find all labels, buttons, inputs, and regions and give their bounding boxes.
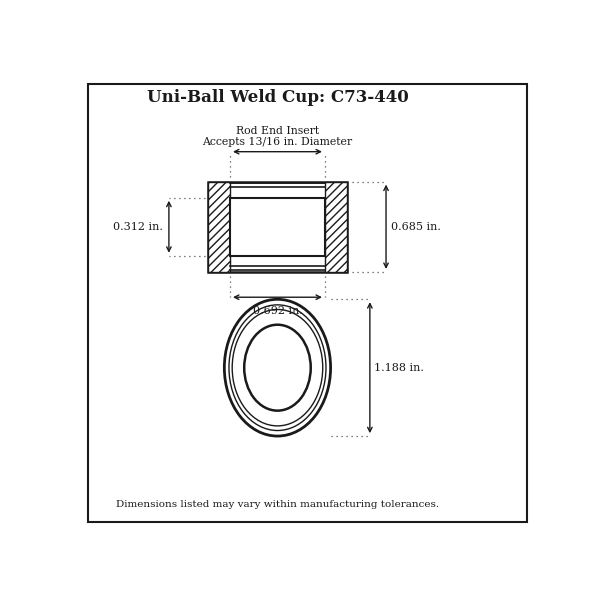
Text: Uni-Ball Weld Cup: C73-440: Uni-Ball Weld Cup: C73-440: [146, 89, 409, 106]
Text: 0.312 in.: 0.312 in.: [113, 222, 163, 232]
Text: 1.188 in.: 1.188 in.: [374, 362, 424, 373]
Text: Rod End Insert: Rod End Insert: [236, 126, 319, 136]
Text: 0.692 in.: 0.692 in.: [253, 305, 302, 316]
Bar: [208, 182, 230, 272]
Bar: [325, 182, 347, 272]
Text: Dimensions listed may vary within manufacturing tolerances.: Dimensions listed may vary within manufa…: [116, 500, 439, 509]
Bar: [208, 182, 347, 272]
Bar: [208, 182, 230, 272]
Bar: [230, 198, 325, 256]
Text: 0.685 in.: 0.685 in.: [391, 222, 440, 232]
Text: Accepts 13/16 in. Diameter: Accepts 13/16 in. Diameter: [202, 137, 353, 147]
Bar: [325, 182, 347, 272]
